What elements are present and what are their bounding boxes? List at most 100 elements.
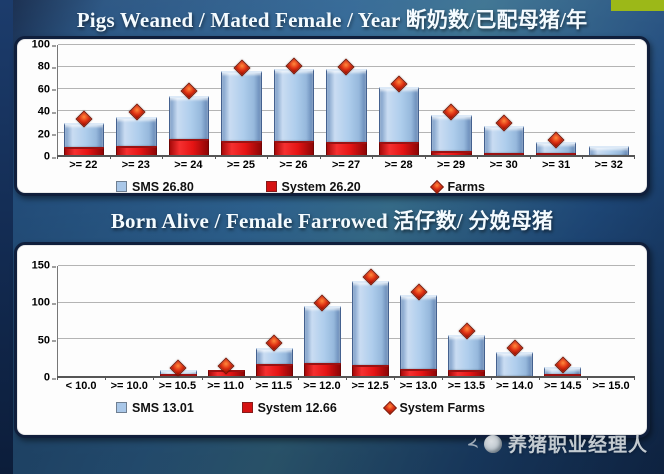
y-axis-tick-label: 40 xyxy=(37,105,57,118)
bar-segment-system xyxy=(168,138,210,155)
bar-segment-sms xyxy=(168,95,210,139)
bar-stack xyxy=(352,266,390,376)
bar-segment-sms xyxy=(431,115,472,151)
bar-segment-sms xyxy=(588,146,629,155)
legend-item: Farms xyxy=(430,179,485,194)
legend-diamond-icon xyxy=(430,179,445,194)
chart-title-pigs-weaned: Pigs Weaned / Mated Female / Year 断奶数/已配… xyxy=(76,8,588,32)
x-axis-category-label: >= 10.0 xyxy=(105,376,153,394)
legend-square-icon xyxy=(116,181,127,192)
legend-label: System Farms xyxy=(399,400,485,415)
y-axis: 0 50 100 150 xyxy=(21,260,57,383)
bar-slot xyxy=(58,266,106,376)
bar-stack xyxy=(255,266,293,376)
bar-slot xyxy=(587,266,635,376)
bar-stack xyxy=(483,45,525,155)
legend-item: SMS 26.80 xyxy=(116,180,194,194)
y-axis-tick-label: 0 xyxy=(43,150,57,163)
x-axis-category-label: >= 27 xyxy=(319,155,373,173)
publisher-logo-circle-icon xyxy=(483,434,502,453)
y-axis-tick-label: 100 xyxy=(31,38,57,51)
bar-segment-system xyxy=(352,365,390,376)
gridline xyxy=(58,338,635,340)
x-axis-category-label: >= 26 xyxy=(267,155,320,173)
bar-slot xyxy=(425,45,477,155)
x-axis-category-label: >= 14.5 xyxy=(538,376,587,394)
x-axis-category-label: >= 25 xyxy=(214,155,268,173)
legend-item: System 26.20 xyxy=(265,179,361,194)
x-axis-category-label: >= 12.5 xyxy=(346,376,394,394)
x-axis-category-label: >= 32 xyxy=(582,155,635,173)
bar-slot xyxy=(443,266,491,376)
bar-segment-sms xyxy=(448,334,486,371)
corner-green-tab xyxy=(611,0,664,11)
left-edge-band xyxy=(0,0,13,474)
bar-slot xyxy=(320,45,372,155)
bar-slot xyxy=(491,266,539,376)
legend-item: SMS 13.01 xyxy=(116,401,194,415)
bar-slot xyxy=(58,45,110,155)
bar-slot xyxy=(163,45,215,155)
bar-segment-sms xyxy=(378,86,420,142)
x-axis-labels: < 10.0 >= 10.0 >= 10.5 >= 11.0 >= 11.5 >= 12.… xyxy=(57,376,636,394)
bars-container xyxy=(58,45,635,155)
bar-slot xyxy=(268,45,320,155)
bar-stack xyxy=(326,45,367,155)
x-axis-category-label: >= 24 xyxy=(162,155,215,173)
x-axis-category-label: >= 11.0 xyxy=(201,376,250,394)
legend-square-icon xyxy=(241,402,253,413)
plot-area xyxy=(57,44,635,157)
bar-segment-system xyxy=(326,141,367,155)
x-axis-category-label: >= 14.0 xyxy=(490,376,539,394)
bar-segment-sms xyxy=(116,116,157,147)
bar-segment-system xyxy=(221,140,262,155)
bar-segment-sms xyxy=(221,71,262,141)
bar-slot xyxy=(215,45,267,155)
bar-stack xyxy=(431,45,472,155)
x-axis-category-label: >= 13.0 xyxy=(394,376,442,394)
gridline xyxy=(58,265,635,266)
legend-label: SMS 26.80 xyxy=(132,179,194,194)
bar-segment-system xyxy=(273,140,315,155)
bar-segment-system xyxy=(303,362,341,376)
bar-stack xyxy=(588,45,629,155)
gridline xyxy=(58,301,635,303)
bar-slot xyxy=(250,266,298,376)
bar-stack xyxy=(116,45,157,155)
chart-legend: SMS 13.01 System 12.66 System Farms xyxy=(116,399,485,416)
bar-stack xyxy=(400,266,438,376)
bar-segment-system xyxy=(483,152,525,155)
x-axis-category-label: >= 31 xyxy=(529,155,583,173)
gridline xyxy=(58,44,635,45)
bar-stack xyxy=(112,266,149,376)
chart-legend: SMS 26.80 System 26.20 Farms xyxy=(116,178,485,195)
bar-segment-system xyxy=(544,374,582,376)
bar-stack xyxy=(496,266,534,376)
bar-stack xyxy=(378,45,420,155)
bar-slot xyxy=(110,45,162,155)
bar-slot xyxy=(154,266,202,377)
x-axis-category-label: < 10.0 xyxy=(57,376,105,394)
bar-slot xyxy=(298,266,346,376)
bar-slot xyxy=(346,266,394,376)
bar-slot xyxy=(478,45,530,155)
legend-label: System 26.20 xyxy=(281,179,361,194)
bar-segment-system xyxy=(448,370,486,376)
bar-slot xyxy=(395,266,443,376)
bar-stack xyxy=(64,45,105,155)
bar-stack xyxy=(303,266,341,376)
bar-segment-system xyxy=(116,146,157,155)
bar-stack xyxy=(64,266,101,376)
bar-slot xyxy=(202,266,250,376)
bar-segment-sms xyxy=(352,280,390,365)
x-axis-category-label: >= 13.5 xyxy=(442,376,490,394)
bar-stack xyxy=(168,45,210,155)
y-axis-tick-label: 80 xyxy=(37,60,57,73)
bar-segment-system xyxy=(64,147,105,155)
watermark-text: 养猪职业经理人 xyxy=(507,435,648,456)
plot-area xyxy=(57,265,635,378)
plot-wrap: 0 50 100 150 xyxy=(21,260,635,383)
legend-label: System 12.66 xyxy=(257,400,337,415)
bars-container xyxy=(58,266,635,377)
bar-slot xyxy=(373,45,425,155)
